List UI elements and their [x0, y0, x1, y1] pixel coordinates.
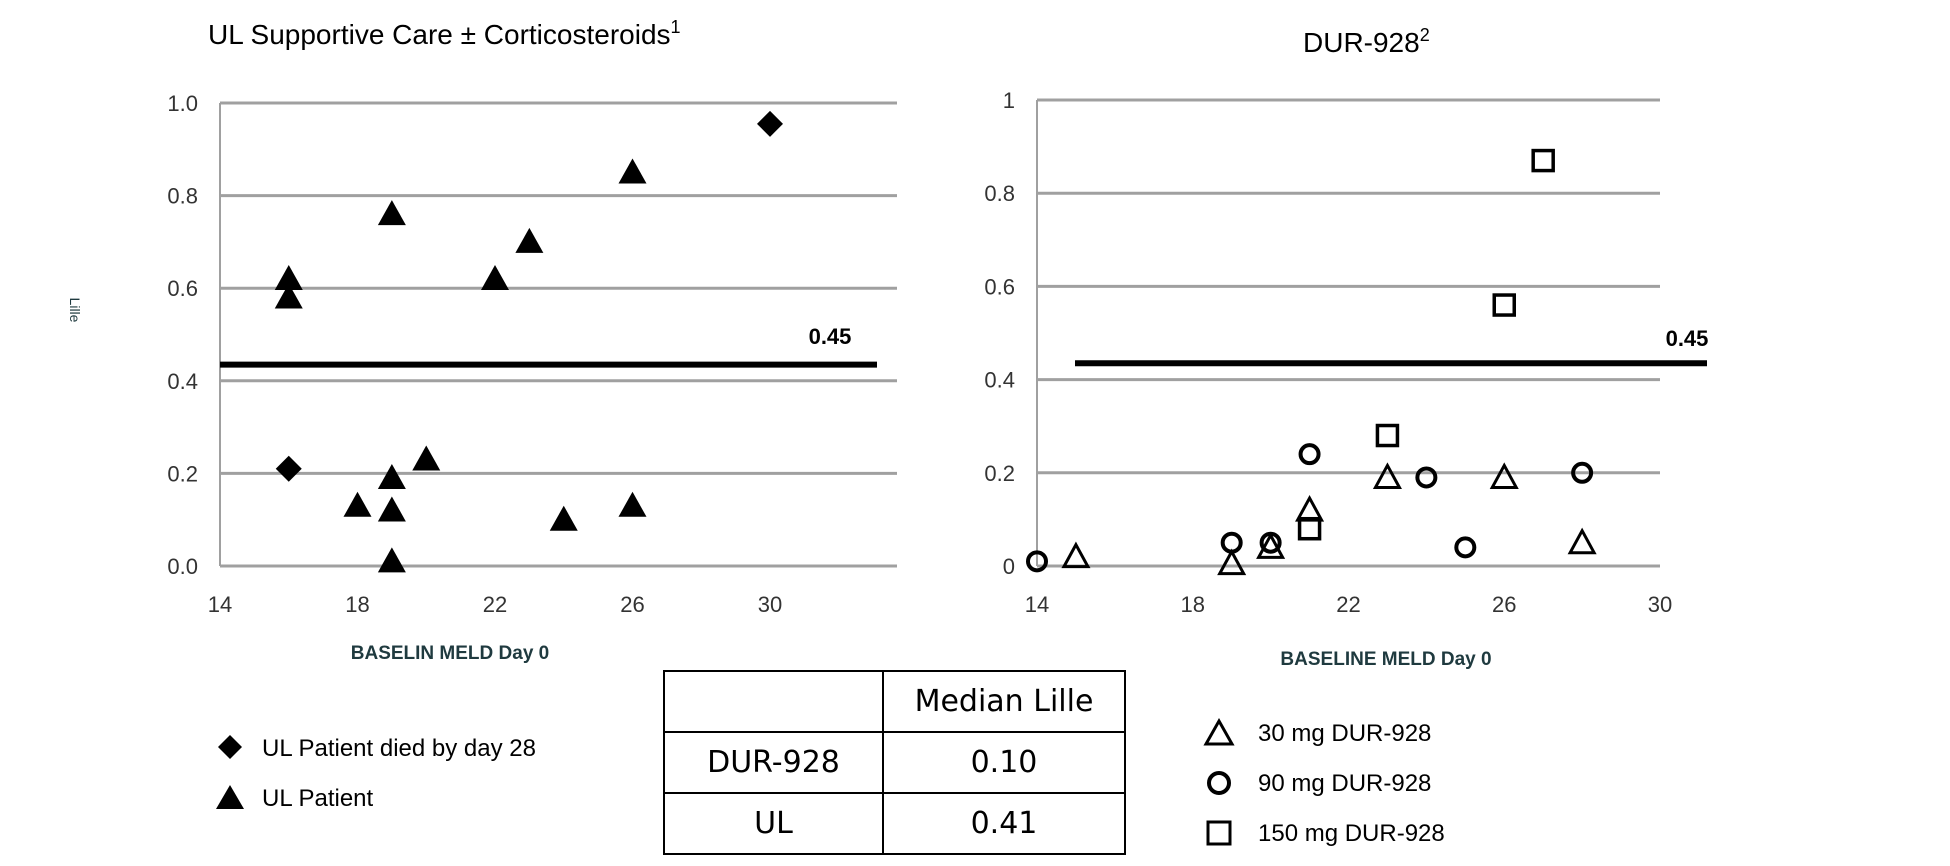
y-tick-label: 1.0	[167, 91, 198, 116]
data-point	[377, 200, 406, 226]
y-tick-label: 0.0	[167, 554, 198, 579]
data-point	[1295, 494, 1325, 522]
data-point	[618, 158, 647, 184]
legend-label-90mg: 90 mg DUR-928	[1258, 770, 1431, 797]
y-tick-label: 1	[1003, 88, 1015, 113]
y-tick-label: 0.4	[167, 369, 198, 394]
right-plot-area: 0 0.2 0.4 0.6 0.8 1 14 18 22 26 30 0.45	[984, 88, 1708, 617]
y-tick-label: 0.2	[984, 461, 1015, 486]
legend-item-150mg: 150 mg DUR-928	[1206, 820, 1445, 847]
data-point	[1567, 527, 1597, 555]
legend-label-30mg: 30 mg DUR-928	[1258, 720, 1431, 747]
data-point	[1297, 516, 1322, 541]
legend-diamond-icon	[218, 735, 242, 759]
data-point	[1220, 531, 1243, 554]
x-tick-label: 26	[1492, 592, 1516, 617]
legend-label-died: UL Patient died by day 28	[262, 735, 536, 762]
x-tick-label: 14	[208, 592, 232, 617]
data-point	[1415, 466, 1438, 489]
x-tick-label: 30	[1648, 592, 1672, 617]
legend-triangle-open-icon	[1203, 717, 1235, 746]
x-tick-label: 22	[483, 592, 507, 617]
left-y-axis-label: Lille	[67, 298, 83, 323]
legend-item-30mg: 30 mg DUR-928	[1203, 717, 1431, 747]
x-tick-label: 30	[758, 592, 782, 617]
data-point	[1454, 536, 1477, 559]
data-point	[1372, 462, 1402, 489]
data-point	[1571, 461, 1594, 484]
legend-circle-open-icon	[1207, 771, 1231, 795]
data-point	[377, 464, 406, 490]
data-point	[481, 264, 509, 290]
right-x-axis-label: BASELINE MELD Day 0	[1280, 649, 1491, 670]
data-point	[1531, 148, 1555, 173]
x-tick-label: 14	[1025, 592, 1049, 617]
legend-item-died: UL Patient died by day 28	[218, 735, 536, 762]
data-point	[1489, 462, 1519, 489]
y-tick-label: 0	[1003, 554, 1015, 579]
threshold-label: 0.45	[809, 324, 852, 349]
table-header-row: Median Lille	[663, 670, 1126, 733]
data-point	[343, 491, 372, 517]
table-row: UL 0.41	[663, 792, 1126, 855]
legend-label-150mg: 150 mg DUR-928	[1258, 820, 1445, 847]
data-point	[377, 496, 406, 522]
data-point	[377, 547, 406, 573]
left-legend: UL Patient died by day 28 UL Patient	[216, 735, 536, 812]
data-point	[1061, 541, 1091, 569]
data-point	[1217, 548, 1247, 576]
data-point	[549, 505, 578, 531]
left-chart-title: UL Supportive Care ± Corticosteroids1	[208, 17, 681, 50]
data-point	[1026, 550, 1048, 573]
left-x-axis-label: BASELIN MELD Day 0	[351, 643, 549, 664]
data-point	[1375, 423, 1400, 448]
data-point	[757, 110, 783, 137]
data-point	[274, 264, 303, 290]
table-header-cell	[663, 670, 884, 733]
data-point	[275, 455, 302, 482]
right-legend: 30 mg DUR-928 90 mg DUR-928 150 mg DUR-9…	[1203, 717, 1445, 847]
y-tick-label: 0.2	[167, 461, 198, 486]
y-tick-label: 0.6	[167, 276, 198, 301]
threshold-label: 0.45	[1666, 326, 1709, 351]
x-tick-label: 22	[1336, 592, 1360, 617]
table-cell: 0.10	[882, 731, 1126, 794]
table-cell: UL	[663, 792, 884, 855]
y-tick-label: 0.6	[984, 274, 1015, 299]
legend-square-open-icon	[1206, 820, 1232, 846]
data-point	[515, 227, 544, 253]
legend-triangle-filled-icon	[216, 785, 244, 809]
data-point	[1259, 531, 1282, 554]
y-tick-label: 0.8	[167, 184, 198, 209]
data-point	[618, 491, 647, 517]
table-cell: DUR-928	[663, 731, 884, 794]
data-point	[1492, 293, 1516, 317]
data-point	[1298, 443, 1321, 466]
x-tick-label: 26	[620, 592, 644, 617]
left-plot-area: 0.0 0.2 0.4 0.6 0.8 1.0 14 18 22 26 30 0.45	[167, 91, 897, 617]
table-row: DUR-928 0.10	[663, 731, 1126, 794]
data-point	[274, 283, 303, 309]
legend-item-90mg: 90 mg DUR-928	[1207, 770, 1431, 797]
x-tick-label: 18	[1181, 592, 1205, 617]
x-tick-label: 18	[345, 592, 369, 617]
table-header-cell: Median Lille	[882, 670, 1126, 733]
table-cell: 0.41	[882, 792, 1126, 855]
right-chart-title: DUR-9282	[1303, 25, 1430, 58]
median-lille-table: Median Lille DUR-928 0.10 UL 0.41	[663, 670, 1126, 855]
y-tick-label: 0.8	[984, 181, 1015, 206]
data-point	[412, 445, 441, 471]
y-tick-label: 0.4	[984, 368, 1015, 393]
legend-item-patient: UL Patient	[216, 785, 374, 812]
legend-label-patient: UL Patient	[262, 785, 374, 812]
